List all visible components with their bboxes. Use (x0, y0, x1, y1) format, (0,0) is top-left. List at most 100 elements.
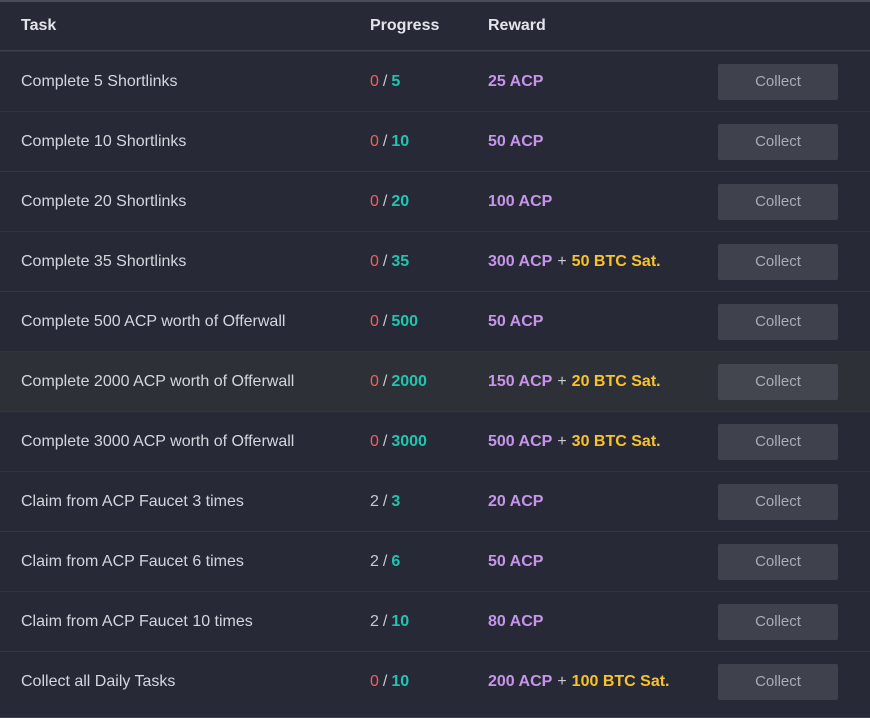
task-name: Claim from ACP Faucet 3 times (21, 492, 244, 510)
collect-button[interactable]: Collect (718, 663, 838, 700)
header-reward: Reward (488, 17, 546, 34)
task-progress: 0/10 (370, 652, 409, 711)
progress-current: 0 (370, 132, 379, 150)
collect-button[interactable]: Collect (718, 603, 838, 640)
task-name: Complete 2000 ACP worth of Offerwall (21, 372, 295, 390)
table-row: Claim from ACP Faucet 10 times 2/10 80 ACP… (0, 591, 870, 651)
task-reward: 150 ACP +20 BTC Sat. (488, 352, 661, 411)
task-reward: 25 ACP (488, 52, 543, 111)
reward-plus: + (557, 672, 567, 690)
task-reward: 20 ACP (488, 472, 543, 531)
header-progress: Progress (370, 17, 440, 34)
progress-separator: / (382, 132, 388, 150)
reward-acp: 150 ACP (488, 372, 553, 390)
progress-total: 2000 (391, 372, 427, 390)
reward-acp: 20 ACP (488, 492, 544, 510)
task-progress: 2/3 (370, 472, 400, 531)
progress-current: 2 (370, 612, 379, 630)
table-row: Complete 10 Shortlinks 0/10 50 ACP Collect (0, 111, 870, 171)
task-action: Collect (718, 532, 838, 591)
progress-total: 3 (391, 492, 401, 510)
header-task: Task (21, 17, 57, 34)
table-row: Claim from ACP Faucet 6 times 2/6 50 ACP Co… (0, 531, 870, 591)
table-row: Complete 35 Shortlinks 0/35 300 ACP +50 BTC… (0, 231, 870, 291)
reward-plus: + (557, 252, 567, 270)
progress-total: 6 (391, 552, 401, 570)
reward-acp: 50 ACP (488, 312, 544, 330)
progress-total: 5 (391, 72, 401, 90)
progress-current: 0 (370, 252, 379, 270)
reward-btc: 50 BTC Sat. (571, 252, 661, 270)
task-progress: 0/5 (370, 52, 400, 111)
progress-separator: / (382, 192, 388, 210)
task-action: Collect (718, 52, 838, 111)
progress-separator: / (382, 372, 388, 390)
progress-current: 2 (370, 552, 379, 570)
progress-separator: / (382, 672, 388, 690)
progress-current: 0 (370, 312, 379, 330)
table-row: Complete 500 ACP worth of Offerwall 0/500… (0, 291, 870, 351)
task-name: Complete 10 Shortlinks (21, 132, 187, 150)
task-action: Collect (718, 172, 838, 231)
task-action: Collect (718, 412, 838, 471)
task-name: Collect all Daily Tasks (21, 672, 176, 690)
task-action: Collect (718, 112, 838, 171)
progress-current: 0 (370, 432, 379, 450)
task-progress: 0/2000 (370, 352, 427, 411)
task-name: Complete 5 Shortlinks (21, 72, 178, 90)
collect-button[interactable]: Collect (718, 483, 838, 520)
task-action: Collect (718, 652, 838, 711)
task-reward: 50 ACP (488, 292, 543, 351)
reward-acp: 300 ACP (488, 252, 553, 270)
progress-separator: / (382, 252, 388, 270)
progress-total: 500 (391, 312, 419, 330)
reward-acp: 500 ACP (488, 432, 553, 450)
collect-button[interactable]: Collect (718, 183, 838, 220)
table-header: Task Progress Reward (0, 2, 870, 51)
progress-current: 2 (370, 492, 379, 510)
reward-acp: 50 ACP (488, 132, 544, 150)
reward-acp: 200 ACP (488, 672, 553, 690)
progress-total: 3000 (391, 432, 427, 450)
collect-button[interactable]: Collect (718, 63, 838, 100)
task-reward: 80 ACP (488, 592, 543, 651)
task-name: Claim from ACP Faucet 6 times (21, 552, 244, 570)
reward-plus: + (557, 372, 567, 390)
collect-button[interactable]: Collect (718, 243, 838, 280)
table-body: Complete 5 Shortlinks 0/5 25 ACP Collect Com… (0, 51, 870, 711)
table-row: Complete 2000 ACP worth of Offerwall 0/20… (0, 351, 870, 411)
progress-separator: / (382, 612, 388, 630)
task-progress: 2/6 (370, 532, 400, 591)
progress-current: 0 (370, 72, 379, 90)
table-row: Collect all Daily Tasks 0/10 200 ACP +100 B… (0, 651, 870, 711)
reward-btc: 30 BTC Sat. (571, 432, 661, 450)
task-name: Complete 3000 ACP worth of Offerwall (21, 432, 295, 450)
progress-total: 35 (391, 252, 410, 270)
task-name: Complete 500 ACP worth of Offerwall (21, 312, 286, 330)
task-name: Complete 20 Shortlinks (21, 192, 187, 210)
task-action: Collect (718, 352, 838, 411)
table-row: Complete 5 Shortlinks 0/5 25 ACP Collect (0, 51, 870, 111)
task-reward: 50 ACP (488, 112, 543, 171)
progress-current: 0 (370, 372, 379, 390)
collect-button[interactable]: Collect (718, 363, 838, 400)
reward-acp: 25 ACP (488, 72, 544, 90)
task-reward: 200 ACP +100 BTC Sat. (488, 652, 669, 711)
task-name: Claim from ACP Faucet 10 times (21, 612, 253, 630)
task-reward: 100 ACP (488, 172, 552, 231)
progress-current: 0 (370, 192, 379, 210)
progress-separator: / (382, 552, 388, 570)
reward-acp: 100 ACP (488, 192, 553, 210)
task-action: Collect (718, 472, 838, 531)
progress-separator: / (382, 72, 388, 90)
progress-total: 10 (391, 132, 410, 150)
collect-button[interactable]: Collect (718, 303, 838, 340)
task-progress: 0/10 (370, 112, 409, 171)
task-reward: 50 ACP (488, 532, 543, 591)
task-name: Complete 35 Shortlinks (21, 252, 187, 270)
collect-button[interactable]: Collect (718, 423, 838, 460)
collect-button[interactable]: Collect (718, 543, 838, 580)
collect-button[interactable]: Collect (718, 123, 838, 160)
task-action: Collect (718, 232, 838, 291)
